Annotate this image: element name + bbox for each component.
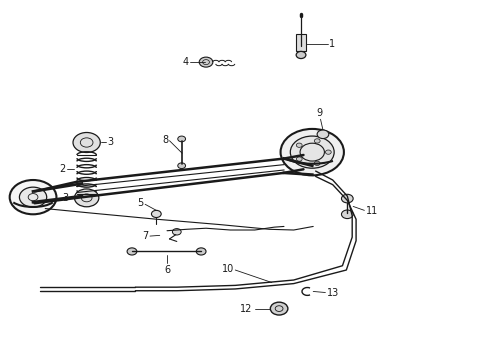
Circle shape <box>178 163 186 168</box>
Text: 3: 3 <box>108 138 114 148</box>
Text: 11: 11 <box>366 206 378 216</box>
Circle shape <box>20 187 47 207</box>
Circle shape <box>172 229 181 235</box>
Circle shape <box>196 248 206 255</box>
Bar <box>296 34 306 51</box>
Circle shape <box>10 180 56 214</box>
Text: 9: 9 <box>316 108 322 118</box>
Text: 12: 12 <box>241 303 253 314</box>
Circle shape <box>314 161 320 166</box>
Circle shape <box>325 150 331 154</box>
Circle shape <box>342 194 353 203</box>
Circle shape <box>73 132 100 153</box>
Circle shape <box>127 248 137 255</box>
Circle shape <box>296 51 306 59</box>
Text: 10: 10 <box>221 264 234 274</box>
Circle shape <box>281 129 344 175</box>
Circle shape <box>270 302 288 315</box>
Text: 8: 8 <box>162 135 168 145</box>
Text: 3: 3 <box>62 193 68 203</box>
Circle shape <box>199 57 213 67</box>
Circle shape <box>74 189 99 207</box>
Text: 4: 4 <box>182 57 189 67</box>
Circle shape <box>290 136 334 168</box>
Text: 7: 7 <box>142 231 148 241</box>
Text: 6: 6 <box>164 265 170 275</box>
Text: 1: 1 <box>329 39 336 49</box>
Text: 13: 13 <box>327 288 339 297</box>
Circle shape <box>151 210 161 217</box>
Text: 5: 5 <box>137 198 144 208</box>
Circle shape <box>342 210 353 219</box>
Circle shape <box>178 136 186 142</box>
Circle shape <box>296 143 302 147</box>
Circle shape <box>296 157 302 161</box>
Circle shape <box>317 130 329 139</box>
Circle shape <box>314 139 320 143</box>
Text: 2: 2 <box>59 164 66 174</box>
